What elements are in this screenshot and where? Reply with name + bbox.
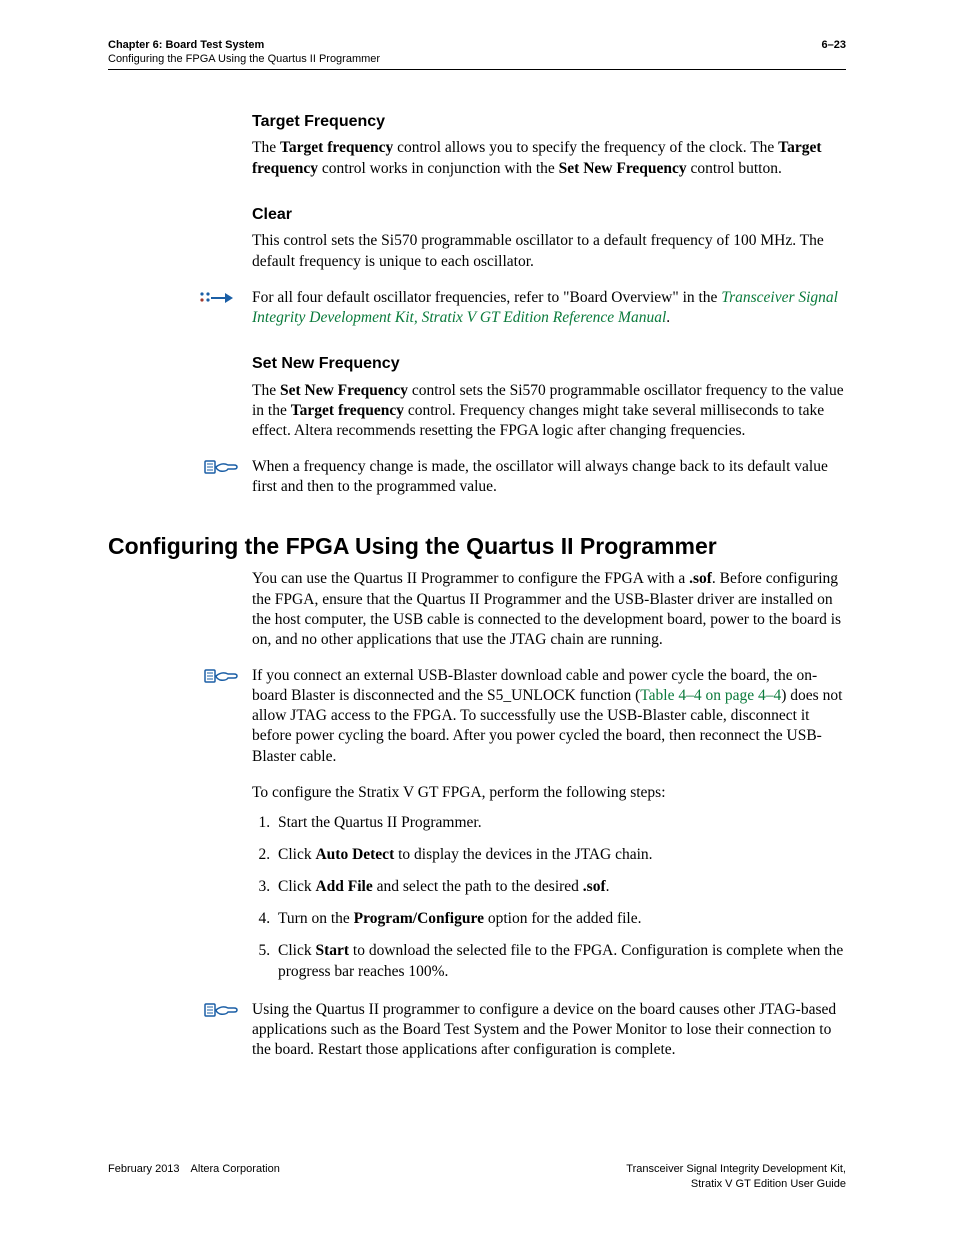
hand-pointing-icon xyxy=(204,668,238,684)
page-body: Chapter 6: Board Test System Configuring… xyxy=(0,0,954,1060)
header-right: 6–23 xyxy=(822,38,846,67)
text-bold: Program/Configure xyxy=(354,910,484,927)
text: Turn on the xyxy=(278,910,354,927)
page-header: Chapter 6: Board Test System Configuring… xyxy=(108,38,846,70)
callout-note-freq-change: When a frequency change is made, the osc… xyxy=(252,457,846,497)
header-subtitle: Configuring the FPGA Using the Quartus I… xyxy=(108,52,380,66)
text: control button. xyxy=(687,160,782,177)
reference-arrow-icon xyxy=(200,290,234,306)
text-bold: Start xyxy=(315,942,349,959)
text-bold: Target frequency xyxy=(291,402,404,419)
text-bold: Add File xyxy=(315,878,372,895)
text: control allows you to specify the freque… xyxy=(393,139,778,156)
link-table-ref[interactable]: Table 4–4 on page 4–4 xyxy=(640,687,781,704)
text-bold: Set New Frequency xyxy=(559,160,687,177)
text: option for the added file. xyxy=(484,910,642,927)
hand-pointing-icon xyxy=(204,1002,238,1018)
text-bold: .sof xyxy=(583,878,606,895)
section-set-new-frequency: Set New Frequency The Set New Frequency … xyxy=(252,354,846,441)
steps-list: Start the Quartus II Programmer. Click A… xyxy=(252,813,846,982)
footer-left: February 2013 Altera Corporation xyxy=(108,1162,280,1191)
para-steps-intro: To configure the Stratix V GT FPGA, perf… xyxy=(252,783,846,803)
section-target-frequency: Target Frequency The Target frequency co… xyxy=(252,112,846,179)
text: to download the selected file to the FPG… xyxy=(278,942,843,979)
text: You can use the Quartus II Programmer to… xyxy=(252,570,689,587)
text-bold: .sof xyxy=(689,570,712,587)
text: Start the Quartus II Programmer. xyxy=(278,814,482,831)
para-note-jtag-apps: Using the Quartus II programmer to confi… xyxy=(252,1000,846,1060)
callout-note-usb-blaster: If you connect an external USB-Blaster d… xyxy=(252,666,846,767)
footer-right-line2: Stratix V GT Edition User Guide xyxy=(626,1177,846,1191)
footer-right: Transceiver Signal Integrity Development… xyxy=(626,1162,846,1191)
para-note-usb-blaster: If you connect an external USB-Blaster d… xyxy=(252,666,846,767)
heading-configuring-fpga: Configuring the FPGA Using the Quartus I… xyxy=(108,532,846,562)
text: The xyxy=(252,382,280,399)
heading-target-frequency: Target Frequency xyxy=(252,112,846,133)
callout-reference: For all four default oscillator frequenc… xyxy=(252,288,846,328)
footer-right-line1: Transceiver Signal Integrity Development… xyxy=(626,1162,846,1176)
text-bold: Target frequency xyxy=(280,139,393,156)
text-bold: Auto Detect xyxy=(315,846,394,863)
para-reference: For all four default oscillator frequenc… xyxy=(252,288,846,328)
text: to display the devices in the JTAG chain… xyxy=(394,846,652,863)
text: . xyxy=(606,878,610,895)
text: Click xyxy=(278,846,315,863)
text: Click xyxy=(278,878,315,895)
para-note-freq-change: When a frequency change is made, the osc… xyxy=(252,457,846,497)
header-chapter: Chapter 6: Board Test System xyxy=(108,38,380,52)
text: For all four default oscillator frequenc… xyxy=(252,289,721,306)
heading-set-new-frequency: Set New Frequency xyxy=(252,354,846,375)
callout-note-jtag-apps: Using the Quartus II programmer to confi… xyxy=(252,1000,846,1060)
text-bold: Set New Frequency xyxy=(280,382,408,399)
text: The xyxy=(252,139,280,156)
heading-clear: Clear xyxy=(252,205,846,226)
header-pageno: 6–23 xyxy=(822,38,846,52)
page-footer: February 2013 Altera Corporation Transce… xyxy=(108,1162,846,1191)
para-configuring-fpga: You can use the Quartus II Programmer to… xyxy=(252,569,846,650)
section-configuring-fpga: You can use the Quartus II Programmer to… xyxy=(252,569,846,650)
para-set-new-frequency: The Set New Frequency control sets the S… xyxy=(252,381,846,441)
step-2: Click Auto Detect to display the devices… xyxy=(274,845,846,865)
text: Click xyxy=(278,942,315,959)
text: control works in conjunction with the xyxy=(318,160,559,177)
section-clear: Clear This control sets the Si570 progra… xyxy=(252,205,846,272)
para-target-frequency: The Target frequency control allows you … xyxy=(252,138,846,178)
hand-pointing-icon xyxy=(204,459,238,475)
section-steps: To configure the Stratix V GT FPGA, perf… xyxy=(252,783,846,982)
para-clear: This control sets the Si570 programmable… xyxy=(252,231,846,271)
step-5: Click Start to download the selected fil… xyxy=(274,941,846,981)
step-3: Click Add File and select the path to th… xyxy=(274,877,846,897)
step-4: Turn on the Program/Configure option for… xyxy=(274,909,846,929)
header-left: Chapter 6: Board Test System Configuring… xyxy=(108,38,380,67)
text: and select the path to the desired xyxy=(373,878,583,895)
text: . xyxy=(666,309,670,326)
step-1: Start the Quartus II Programmer. xyxy=(274,813,846,833)
